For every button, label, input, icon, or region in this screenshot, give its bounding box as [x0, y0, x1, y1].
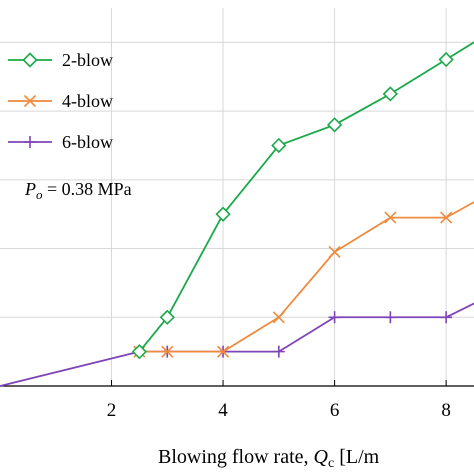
x-marker — [272, 311, 285, 324]
diamond-marker — [22, 52, 38, 68]
x-axis-label: Blowing flow rate, Qc [L/m — [158, 446, 380, 471]
annotation-subscript: o — [36, 187, 43, 202]
series-line — [138, 41, 474, 353]
diamond-marker — [438, 51, 454, 68]
x-axis-label-prefix: Blowing flow rate, — [158, 446, 314, 468]
legend-label: 2-blow — [62, 50, 113, 70]
diamond-marker — [159, 309, 175, 325]
diamond-marker — [382, 86, 398, 102]
plus-marker — [440, 311, 453, 324]
x-tick-label: 2 — [107, 400, 117, 421]
x-marker — [23, 94, 37, 108]
series-6-blow — [0, 302, 474, 387]
x-tick-label: 6 — [330, 400, 340, 421]
x-marker — [384, 211, 397, 224]
series-layer — [0, 41, 474, 387]
legend-item-6-blow: 6-blow — [8, 132, 113, 152]
x-axis-label-unit: [L/m — [334, 446, 379, 468]
diamond-marker — [271, 137, 287, 154]
annotation-symbol: P — [24, 179, 36, 199]
x-axis-label-symbol: Q — [314, 446, 329, 468]
plus-marker — [272, 345, 285, 358]
series-line — [0, 302, 474, 387]
diamond-marker — [215, 206, 231, 222]
legend-label: 4-blow — [62, 91, 113, 111]
diamond-marker — [326, 117, 343, 133]
grid-layer — [0, 8, 474, 386]
x-marker — [216, 345, 230, 358]
diamond-marker — [131, 344, 148, 360]
series-line — [139, 201, 474, 353]
pressure-annotation: Po = 0.38 MPa — [24, 179, 132, 202]
legend-item-2-blow: 2-blow — [8, 50, 113, 70]
x-tick-label: 4 — [218, 400, 228, 421]
legend-item-4-blow: 4-blow — [8, 91, 113, 111]
x-axis-label-subscript: c — [328, 456, 334, 471]
plus-marker — [384, 311, 397, 324]
x-tick-label: 8 — [441, 400, 451, 421]
series-2-blow — [131, 41, 474, 360]
x-marker — [161, 345, 174, 358]
series-4-blow — [133, 201, 474, 358]
plus-marker — [328, 311, 341, 324]
x-marker — [440, 211, 453, 224]
legend: 2-blow 4-blow 6-blow — [8, 50, 113, 152]
legend-label: 6-blow — [62, 132, 113, 152]
x-marker — [328, 245, 341, 259]
axis-layer: 2 4 6 8 — [0, 380, 474, 421]
annotation-value: = 0.38 MPa — [43, 179, 132, 199]
plus-marker — [24, 136, 36, 148]
